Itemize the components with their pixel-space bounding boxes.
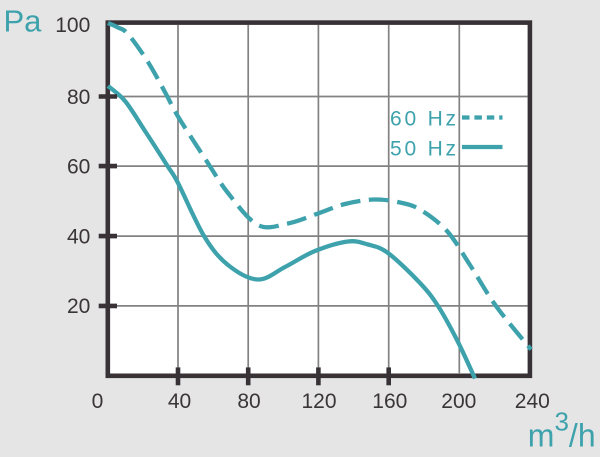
svg-text:100: 100 xyxy=(55,14,90,37)
svg-text:80: 80 xyxy=(67,86,90,109)
svg-text:240: 240 xyxy=(515,390,550,413)
svg-text:120: 120 xyxy=(301,390,336,413)
svg-text:40: 40 xyxy=(168,390,191,413)
svg-text:60 Hz: 60 Hz xyxy=(390,107,459,130)
svg-text:160: 160 xyxy=(372,390,407,413)
svg-text:20: 20 xyxy=(67,295,90,318)
svg-text:Pa: Pa xyxy=(4,4,43,39)
svg-text:60: 60 xyxy=(67,155,90,178)
svg-text:0: 0 xyxy=(92,390,104,413)
svg-text:40: 40 xyxy=(67,225,90,248)
svg-text:200: 200 xyxy=(441,390,476,413)
svg-text:50 Hz: 50 Hz xyxy=(390,137,459,160)
svg-text:80: 80 xyxy=(237,390,260,413)
